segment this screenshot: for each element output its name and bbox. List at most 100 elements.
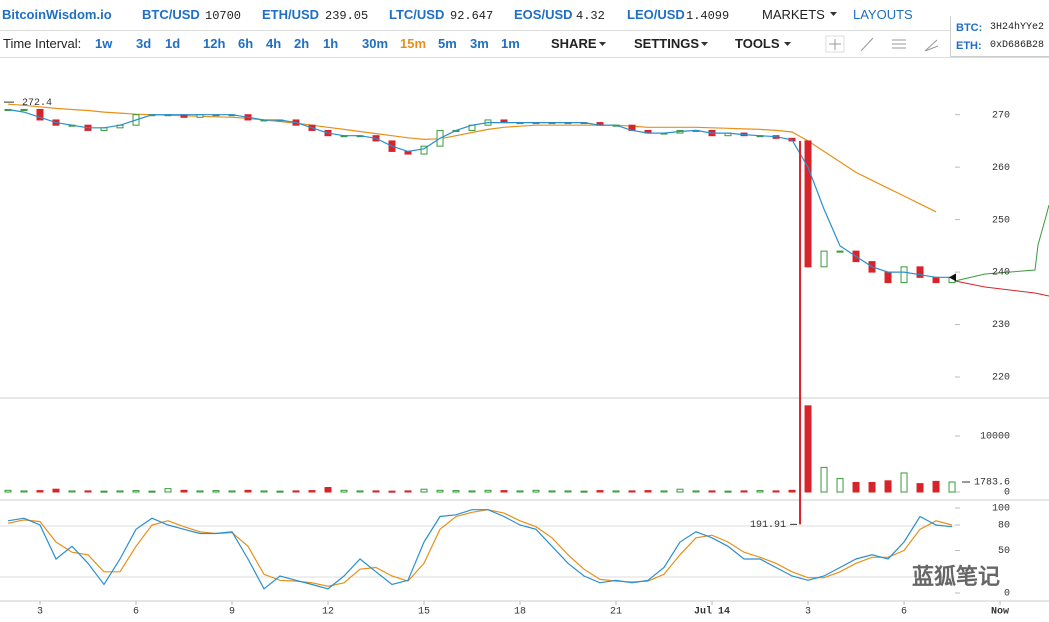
ticker-pair[interactable]: BTC/USD xyxy=(142,7,200,22)
volume-bar xyxy=(228,490,236,493)
ma-long-line xyxy=(7,103,937,213)
interval-button[interactable]: 12h xyxy=(203,36,226,51)
x-tick-label: Jul 14 xyxy=(694,606,730,618)
candle xyxy=(900,266,908,284)
toolbar-menu[interactable]: SHARE xyxy=(551,36,597,51)
y-tick-label: 0 xyxy=(1004,488,1010,499)
candle xyxy=(772,135,780,139)
candle xyxy=(356,135,364,138)
interval-button[interactable]: 30m xyxy=(362,36,389,51)
candle xyxy=(724,132,732,137)
toolbar-label: Time Interval: xyxy=(3,36,82,51)
candle xyxy=(836,250,844,253)
x-tick-label: 21 xyxy=(610,607,622,618)
candle xyxy=(52,119,60,126)
y-tick-label: 80 xyxy=(998,521,1010,532)
ticker-pair[interactable]: ETH/USD xyxy=(262,7,320,22)
interval-button[interactable]: 1h xyxy=(323,36,339,51)
depth-bids xyxy=(954,204,1049,282)
volume-bar xyxy=(308,490,316,493)
candle xyxy=(196,114,204,118)
layouts-link[interactable]: LAYOUTS xyxy=(853,7,913,22)
candle xyxy=(612,124,620,127)
y-tick-label: 0 xyxy=(1004,589,1010,600)
volume-bar xyxy=(404,490,412,493)
candle xyxy=(324,129,332,137)
ticker-price: 92.647 xyxy=(450,9,494,23)
depth-asks xyxy=(954,280,1049,297)
volume-bar xyxy=(36,490,44,493)
volume-bar xyxy=(916,483,924,493)
volume-bar xyxy=(340,489,348,493)
volume-bar xyxy=(692,490,700,493)
interval-button[interactable]: 1d xyxy=(165,36,181,51)
toolbar-menu[interactable]: TOOLS xyxy=(735,36,780,51)
markets-menu[interactable]: MARKETS xyxy=(762,7,825,22)
interval-button[interactable]: 15m xyxy=(400,36,427,51)
interval-button[interactable]: 4h xyxy=(266,36,282,51)
volume-bar xyxy=(68,490,76,493)
y-tick-label: 220 xyxy=(992,373,1010,384)
watermark: 蓝狐笔记 xyxy=(912,564,1000,590)
volume-bar xyxy=(132,490,140,493)
x-tick-label: 15 xyxy=(418,607,430,618)
volume-bar xyxy=(500,490,508,493)
candle xyxy=(564,122,572,125)
interval-button[interactable]: 1w xyxy=(95,36,113,51)
interval-button[interactable]: 1m xyxy=(501,36,520,51)
ticker-pair[interactable]: LTC/USD xyxy=(389,7,445,22)
candle xyxy=(500,119,508,124)
volume-bar xyxy=(580,490,588,493)
y-tick-label: 260 xyxy=(992,163,1010,174)
volume-bar xyxy=(676,488,684,493)
x-tick-label: 3 xyxy=(37,607,43,618)
interval-button[interactable]: 3m xyxy=(470,36,489,51)
candle xyxy=(596,122,604,126)
volume-bar xyxy=(756,490,764,493)
candle xyxy=(532,122,540,125)
volume-bar xyxy=(84,490,92,493)
volume-bar xyxy=(900,472,908,493)
candle xyxy=(164,114,172,117)
x-tick-label: 3 xyxy=(805,607,811,618)
volume-bar xyxy=(164,488,172,493)
volume-bar xyxy=(116,490,124,493)
logo[interactable]: BitcoinWisdom.io xyxy=(2,7,112,22)
y-tick-label: 240 xyxy=(992,268,1010,279)
volume-bar xyxy=(740,490,748,493)
candle xyxy=(100,127,108,131)
x-tick-label: Now xyxy=(991,607,1009,618)
interval-button[interactable]: 6h xyxy=(238,36,254,51)
candle xyxy=(132,114,140,126)
candle xyxy=(804,140,812,268)
interval-button[interactable]: 2h xyxy=(294,36,310,51)
volume-bar xyxy=(644,490,652,493)
volume-bar xyxy=(372,490,380,493)
candle xyxy=(84,124,92,131)
candle xyxy=(436,129,444,147)
toolbar-menu[interactable]: SETTINGS xyxy=(634,36,700,51)
candle xyxy=(68,124,76,127)
volume-bar xyxy=(324,487,332,493)
volume-bar xyxy=(820,466,828,493)
candle xyxy=(116,124,124,129)
candle xyxy=(4,108,12,111)
volume-bar xyxy=(180,489,188,493)
volume-bar xyxy=(660,490,668,493)
volume-bar xyxy=(452,490,460,493)
x-tick-label: 6 xyxy=(901,607,907,618)
low-label: 191.91 xyxy=(750,520,786,531)
volume-bar xyxy=(548,490,556,493)
interval-button[interactable]: 3d xyxy=(136,36,152,51)
ticker-pair[interactable]: LEO/USD xyxy=(627,7,685,22)
volume-bar xyxy=(564,490,572,493)
ticker-pair[interactable]: EOS/USD xyxy=(514,7,573,22)
interval-button[interactable]: 5m xyxy=(438,36,457,51)
address-box: BTC: 3H24hYYe2 ETH: 0xD686B28 xyxy=(950,16,1049,57)
candle xyxy=(308,124,316,131)
volume-bar xyxy=(148,490,156,493)
y-tick-label: 100 xyxy=(992,504,1010,515)
volume-bar xyxy=(708,490,716,493)
candle xyxy=(276,119,284,122)
